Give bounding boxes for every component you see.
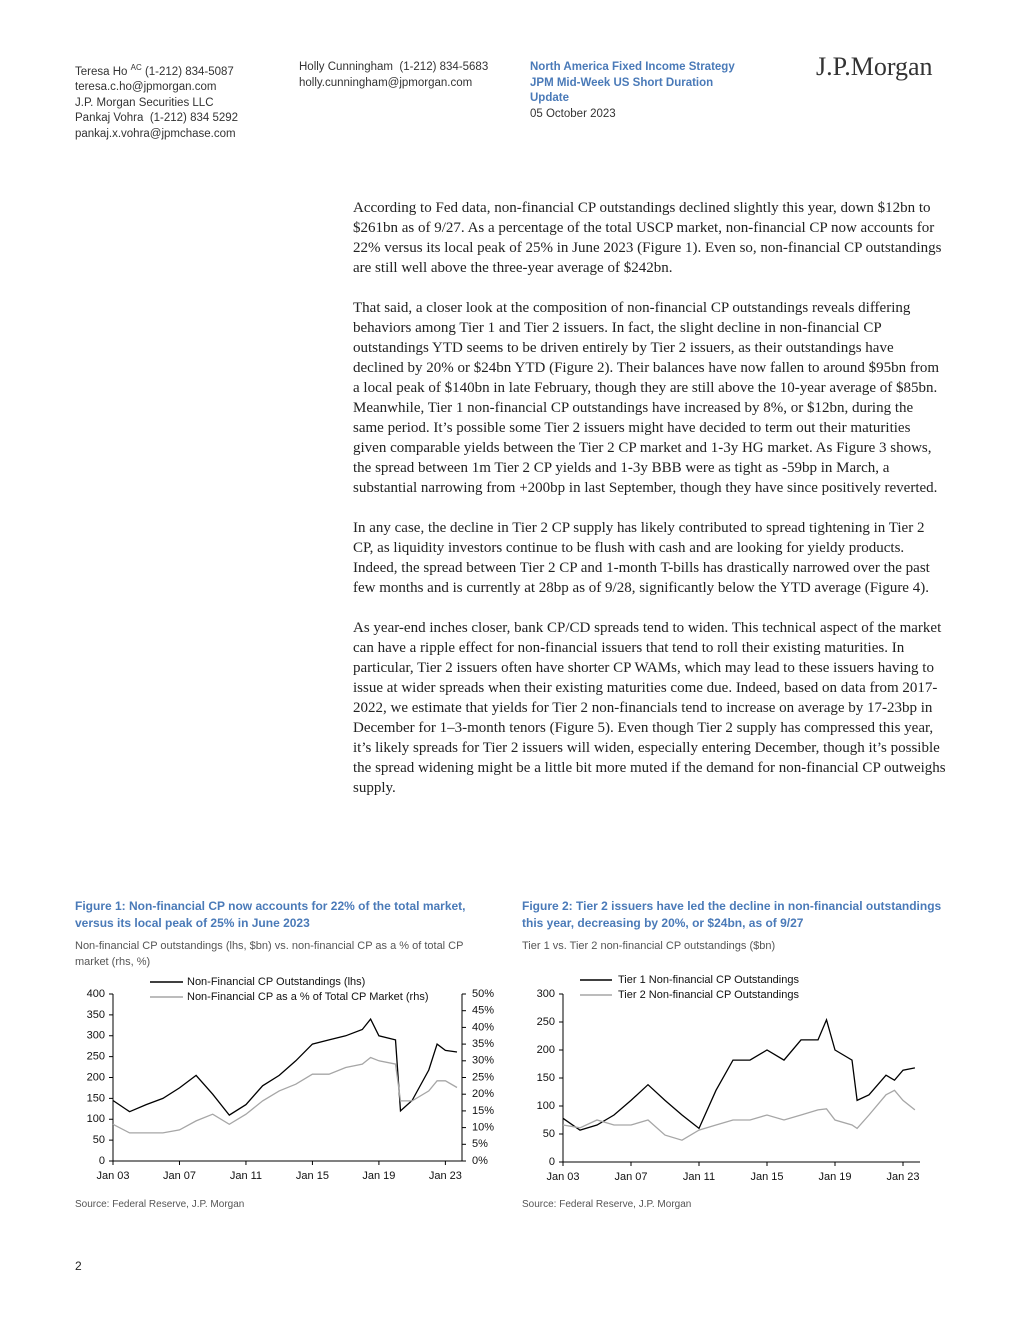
x-tick-label: Jan 07 xyxy=(163,1170,196,1182)
x-tick-label: Jan 15 xyxy=(296,1170,329,1182)
publication: North America Fixed Income Strategy xyxy=(530,61,735,73)
y-tick-label: 250 xyxy=(537,1016,555,1028)
data-line xyxy=(562,1089,916,1141)
legend-label: Non-Financial CP Outstandings (lhs) xyxy=(187,976,365,988)
y-tick-label: 150 xyxy=(87,1092,105,1104)
x-tick-label: Jan 03 xyxy=(96,1170,129,1182)
x-tick-label: Jan 11 xyxy=(230,1170,262,1182)
y2-tick-label: 30% xyxy=(472,1055,494,1067)
chart: 0 50 100 150 200 250 300 350 400 0% 5% 10% 15% 20% 25%… xyxy=(87,976,495,1182)
x-tick-label: Jan 23 xyxy=(886,1171,919,1183)
x-tick-label: Jan 07 xyxy=(614,1171,647,1183)
y-tick-label: 250 xyxy=(87,1051,105,1063)
author-phone: (1-212) 834 5292 xyxy=(149,112,239,125)
report-date: 05 October 2023 xyxy=(530,107,616,120)
y2-tick-label: 45% xyxy=(472,1005,494,1017)
y2-tick-label: 40% xyxy=(472,1021,494,1033)
figure-subtitle: Non-financial CP outstandings (lhs, $bn)… xyxy=(75,940,464,968)
y-tick-label: 300 xyxy=(537,988,555,1000)
author-block: Holly Cunningham (1-212) 834-5683 holly.… xyxy=(299,60,488,91)
y2-tick-label: 15% xyxy=(472,1105,494,1117)
author-line: Holly Cunningham (1-212) 834-5683 xyxy=(299,60,488,76)
chart: 0 50 100 150 200 250 300 Jan 03 Jan 07 Jan 11 Jan … xyxy=(537,975,920,1183)
author-email: holly.cunningham@jpmorgan.com xyxy=(299,76,473,89)
x-tick-label: Jan 15 xyxy=(750,1171,783,1183)
legend-label: Tier 1 Non-financial CP Outstandings xyxy=(618,975,799,986)
author-block: Teresa Ho AC (1-212) 834-5087 teresa.c.h… xyxy=(75,60,238,142)
author-phone: (1-212) 834-5683 xyxy=(399,61,489,73)
paragraph: According to Fed data, non-financial CP … xyxy=(353,200,942,276)
x-tick-label: Jan 23 xyxy=(429,1170,462,1182)
y2-tick-label: 50% xyxy=(472,988,494,1000)
paragraph: In any case, the decline in Tier 2 CP su… xyxy=(353,520,930,596)
author-line: Pankaj Vohra (1-212) 834 5292 xyxy=(75,111,238,127)
paragraph: As year-end inches closer, bank CP/CD sp… xyxy=(353,620,946,796)
y-tick-label: 200 xyxy=(537,1044,555,1056)
author-name: Holly Cunningham xyxy=(299,61,393,73)
figure-title: Figure 1: Non-financial CP now accounts … xyxy=(75,899,466,930)
y-tick-label: 400 xyxy=(87,988,105,1000)
report-name: JPM Mid-Week US Short Duration Update xyxy=(530,76,714,105)
author-name: Pankaj Vohra xyxy=(75,112,144,125)
legend-label: Tier 2 Non-financial CP Outstandings xyxy=(618,989,799,1001)
author-email: teresa.c.ho@jpmorgan.com xyxy=(75,81,217,94)
y-tick-label: 50 xyxy=(93,1134,105,1146)
y-tick-label: 350 xyxy=(87,1009,105,1021)
x-tick-label: Jan 11 xyxy=(683,1171,715,1183)
author-line: Teresa Ho AC (1-212) 834-5087 xyxy=(75,60,238,80)
figure-title: Figure 2: Tier 2 issuers have led the de… xyxy=(522,899,942,930)
data-line xyxy=(112,1056,458,1134)
body-text: According to Fed data, non-financial CP … xyxy=(353,198,947,818)
y2-tick-label: 10% xyxy=(472,1122,494,1134)
figure-source: Source: Federal Reserve, J.P. Morgan xyxy=(522,1199,692,1210)
x-tick-label: Jan 03 xyxy=(546,1171,579,1183)
y-tick-label: 0 xyxy=(99,1155,105,1167)
author-firm: J.P. Morgan Securities LLC xyxy=(75,96,214,109)
x-tick-label: Jan 19 xyxy=(818,1171,851,1183)
y-tick-label: 200 xyxy=(87,1071,105,1083)
logo: J.P.Morgan xyxy=(816,52,933,81)
y-tick-label: 100 xyxy=(537,1100,555,1112)
legend-label: Non-Financial CP as a % of Total CP Mark… xyxy=(187,991,428,1003)
author-email: pankaj.x.vohra@jpmchase.com xyxy=(75,127,236,140)
author-name: Teresa Ho xyxy=(75,65,128,78)
author-phone: (1-212) 834-5087 xyxy=(144,65,234,78)
y-tick-label: 300 xyxy=(87,1030,105,1042)
paragraph: That said, a closer look at the composit… xyxy=(353,300,940,496)
data-line xyxy=(562,1017,916,1131)
figure-source: Source: Federal Reserve, J.P. Morgan xyxy=(75,1199,245,1210)
y2-tick-label: 5% xyxy=(472,1138,488,1150)
y2-tick-label: 35% xyxy=(472,1038,494,1050)
y-tick-label: 0 xyxy=(549,1156,555,1168)
figure-subtitle: Tier 1 vs. Tier 2 non-financial CP outst… xyxy=(522,940,776,952)
page-number: 2 xyxy=(75,1259,82,1273)
y-tick-label: 150 xyxy=(537,1072,555,1084)
report-block: North America Fixed Income Strategy JPM … xyxy=(530,60,740,122)
y-tick-label: 50 xyxy=(543,1128,555,1140)
y-tick-label: 100 xyxy=(87,1113,105,1125)
y2-tick-label: 20% xyxy=(472,1088,494,1100)
author-mark: AC xyxy=(130,63,142,72)
y2-tick-label: 0% xyxy=(472,1155,488,1167)
x-tick-label: Jan 19 xyxy=(362,1170,395,1182)
y2-tick-label: 25% xyxy=(472,1071,494,1083)
